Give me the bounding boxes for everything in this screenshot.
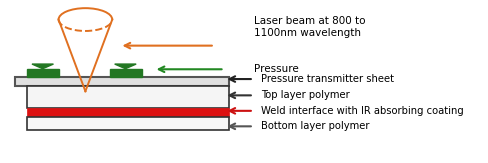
Text: Top layer polymer: Top layer polymer — [261, 90, 350, 100]
Text: Pressure: Pressure — [254, 64, 299, 74]
Text: Pressure transmitter sheet: Pressure transmitter sheet — [261, 74, 394, 84]
Polygon shape — [32, 64, 53, 69]
Bar — [27, 108, 229, 117]
Bar — [15, 77, 229, 86]
Bar — [27, 86, 229, 108]
Bar — [110, 69, 142, 77]
Text: Laser beam at 800 to
1100nm wavelength: Laser beam at 800 to 1100nm wavelength — [254, 16, 365, 38]
Bar — [27, 69, 59, 77]
Bar — [27, 117, 229, 130]
Text: Bottom layer polymer: Bottom layer polymer — [261, 121, 369, 131]
Text: Weld interface with IR absorbing coating: Weld interface with IR absorbing coating — [261, 106, 464, 116]
Polygon shape — [115, 64, 136, 69]
